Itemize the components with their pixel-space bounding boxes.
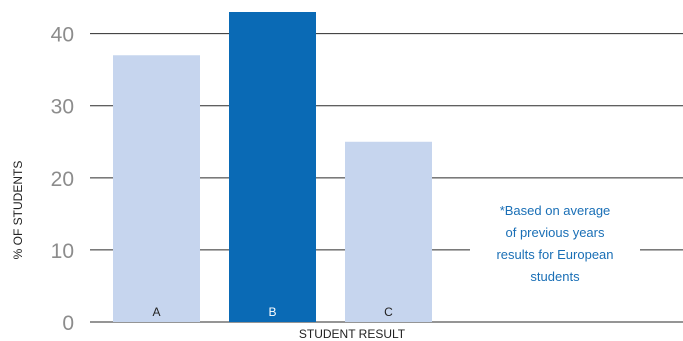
- y-tick-label: 40: [51, 24, 74, 47]
- bar-a: [113, 55, 200, 323]
- category-label-a: A: [152, 305, 160, 319]
- y-tick-label: 10: [51, 240, 74, 263]
- bar-b: [229, 12, 316, 322]
- y-tick-label: 30: [51, 96, 74, 119]
- bar-category-labels: A B C: [152, 305, 393, 319]
- category-label-c: C: [384, 305, 393, 319]
- bars: [113, 12, 432, 323]
- footnote-line: *Based on average: [499, 203, 611, 218]
- footnote-annotation: *Based on average of previous years resu…: [470, 200, 640, 288]
- y-tick-label: 20: [51, 168, 74, 191]
- y-tick-label: 0: [62, 312, 74, 335]
- category-label-b: B: [268, 305, 276, 319]
- bar-c: [345, 141, 432, 322]
- x-axis-label: STUDENT RESULT: [299, 327, 406, 341]
- footnote-line: of previous years: [505, 225, 605, 240]
- y-tick-labels: 0 10 20 30 40: [51, 24, 74, 335]
- footnote-line: students: [530, 269, 580, 284]
- y-axis-label: % OF STUDENTS: [11, 161, 25, 260]
- footnote-line: results for European: [496, 247, 614, 262]
